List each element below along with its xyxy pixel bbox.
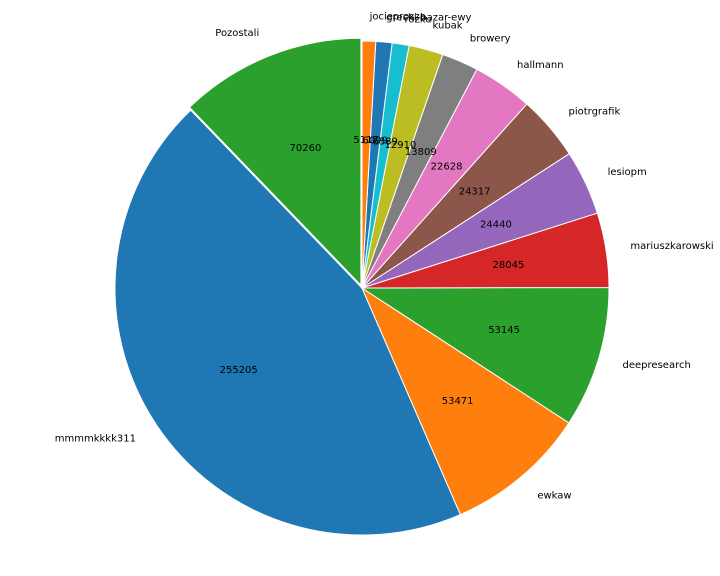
slice-label-kubak: kubak [433,21,463,32]
slice-label-browery: browery [470,34,511,45]
slice-value-kubak: 12910 [385,140,417,151]
pie-slice-jocieprosza [361,40,377,289]
pie-slice-ewkaw [360,286,570,516]
slice-label-rozku: rozku [405,15,432,26]
slice-value-rozku: 6389 [372,137,397,148]
slice-label-grecki-bazar-ewy: grecki-bazar-ewy [386,12,471,23]
slice-value-piotrgrafik: 24317 [459,187,491,198]
slice-label-deepresearch: deepresearch [623,360,691,371]
slice-label-hallmann: hallmann [517,60,564,71]
slice-value-mariuszkarowski: 28045 [493,260,525,271]
slice-label-piotrgrafik: piotrgrafik [568,106,620,117]
slices-layer [114,37,610,536]
slice-value-grecki-bazar-ewy: 6099 [362,135,387,146]
slice-value-pozostali: 70260 [290,143,322,154]
slice-label-ewkaw: ewkaw [537,491,571,502]
pie-slice-deepresearch [360,286,610,424]
slice-value-mmmmkkkk311: 255205 [220,365,258,376]
slice-value-hallmann: 22628 [431,161,463,172]
pie-slice-pozostali [188,37,362,287]
slice-value-lesiopm: 24440 [480,220,512,231]
slice-label-lesiopm: lesiopm [608,167,647,178]
slice-label-mmmmkkkk311: mmmmkkkk311 [55,434,136,445]
slice-value-deepresearch: 53145 [488,325,520,336]
slice-label-pozostali: Pozostali [215,28,259,39]
slice-value-browery: 13809 [405,147,437,158]
slice-value-jocieprosza: 5117 [353,135,378,146]
labels-layer: Pozostali 70260 mmmmkkkk311 255205 ewkaw 5347… [55,11,714,501]
pie-slice-mmmmkkkk311 [114,109,462,536]
slice-value-ewkaw: 53471 [442,396,474,407]
slice-label-mariuszkarowski: mariuszkarowski [630,241,713,252]
slice-label-jocieprosza: jocieprosza [369,11,426,22]
